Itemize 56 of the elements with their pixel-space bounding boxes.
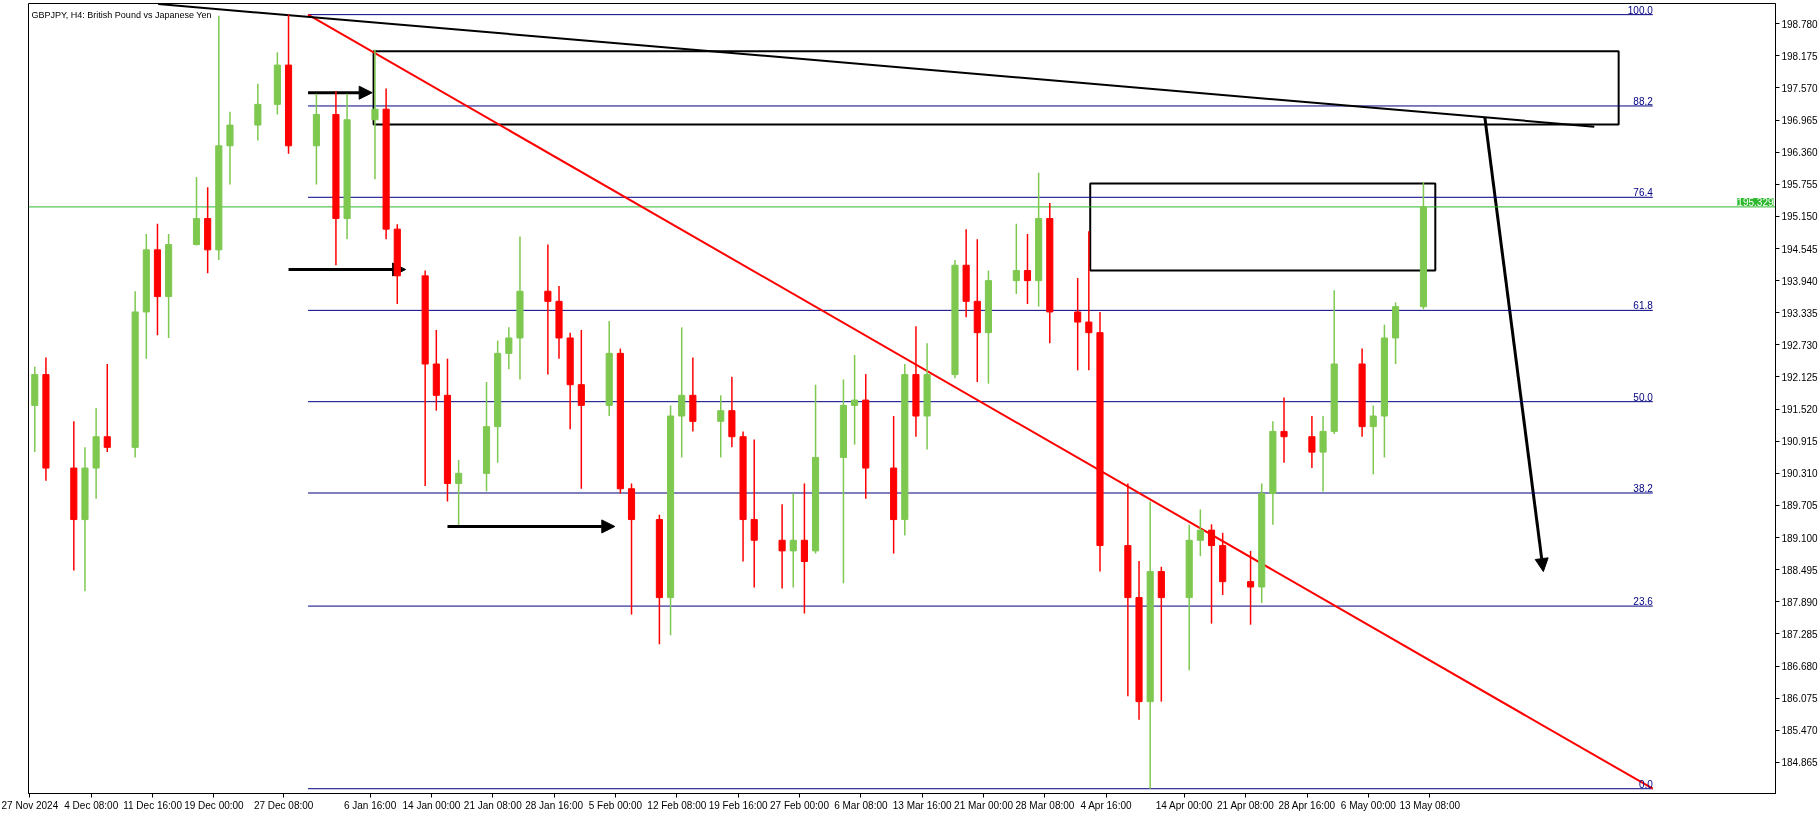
x-tick-label: 21 Apr 08:00 — [1217, 799, 1275, 811]
series-label: 76.4 — [1633, 187, 1654, 199]
y-tick-label: 186.075 — [1781, 693, 1819, 705]
x-tick-label: 6 Jan 16:00 — [343, 799, 397, 811]
x-tick-label: 11 Dec 16:00 — [123, 799, 183, 811]
y-tick-label: 195.755 — [1781, 179, 1819, 191]
x-tick-label: 28 Apr 16:00 — [1278, 799, 1336, 811]
series-label: 23.6 — [1633, 596, 1654, 608]
x-tick-label: 4 Apr 16:00 — [1080, 799, 1132, 811]
x-tick-label: 14 Jan 00:00 — [402, 799, 461, 811]
series-label: 61.8 — [1633, 300, 1654, 312]
y-tick-label: 190.310 — [1781, 468, 1819, 480]
y-tick-label: 194.545 — [1781, 243, 1819, 255]
y-tick-label: 188.495 — [1781, 564, 1819, 576]
x-tick-label: 6 May 00:00 — [1340, 799, 1397, 811]
x-tick-label: 27 Feb 00:00 — [770, 799, 830, 811]
x-tick-label: 27 Dec 08:00 — [253, 799, 314, 811]
y-tick-label: 190.915 — [1781, 436, 1819, 448]
x-tick-label: 21 Jan 08:00 — [463, 799, 523, 811]
y-tick-label: 187.285 — [1781, 628, 1819, 640]
y-tick-label: 195.150 — [1781, 211, 1819, 223]
series-label: 88.2 — [1633, 95, 1654, 107]
y-tick-label: 198.175 — [1781, 50, 1819, 62]
x-tick-label: 4 Dec 08:00 — [64, 799, 119, 811]
series-label: 38.2 — [1633, 483, 1654, 494]
x-tick-label: 19 Dec 00:00 — [184, 799, 245, 811]
x-tick-label: 6 Mar 08:00 — [834, 799, 888, 811]
x-tick-label: 5 Feb 00:00 — [588, 799, 643, 811]
y-tick-label: 189.705 — [1781, 500, 1819, 512]
y-tick-label: 187.890 — [1781, 596, 1819, 608]
y-tick-label: 196.965 — [1781, 115, 1819, 127]
y-tick-label: 191.520 — [1781, 404, 1819, 416]
x-tick-label: 27 Nov 2024 — [1, 799, 59, 811]
y-tick-label: 186.680 — [1781, 661, 1819, 673]
x-tick-label: 13 May 08:00 — [1399, 799, 1461, 811]
y-tick-label: 198.780 — [1781, 18, 1819, 30]
y-tick-label: 185.470 — [1781, 725, 1819, 737]
x-tick-label: 19 Feb 16:00 — [708, 799, 769, 811]
x-tick-label: 28 Jan 16:00 — [525, 799, 584, 811]
x-tick-label: 13 Mar 16:00 — [892, 799, 953, 811]
text: GBPJPY, H4: British Pound vs Japanese Yen — [31, 9, 212, 20]
y-tick-label: 196.360 — [1781, 147, 1819, 159]
series-label: 100.0 — [1627, 4, 1654, 16]
x-tick-label: 14 Apr 00:00 — [1155, 799, 1213, 811]
y-tick-label: 192.730 — [1781, 339, 1819, 351]
y-tick-label: 184.865 — [1781, 757, 1819, 769]
y-tick-label: 189.100 — [1781, 532, 1819, 544]
y-tick-label: 192.125 — [1781, 372, 1819, 383]
x-tick-label: 28 Mar 08:00 — [1015, 799, 1075, 811]
x-tick-label: 12 Feb 08:00 — [647, 799, 707, 811]
x-tick-label: 21 Mar 00:00 — [954, 799, 1014, 811]
y-tick-label: 197.570 — [1781, 82, 1819, 94]
ref-line-label: 195.329 — [1737, 196, 1774, 208]
y-tick-label: 193.940 — [1781, 275, 1819, 287]
y-tick-label: 193.335 — [1781, 307, 1819, 319]
series-label: 50.0 — [1633, 391, 1654, 403]
